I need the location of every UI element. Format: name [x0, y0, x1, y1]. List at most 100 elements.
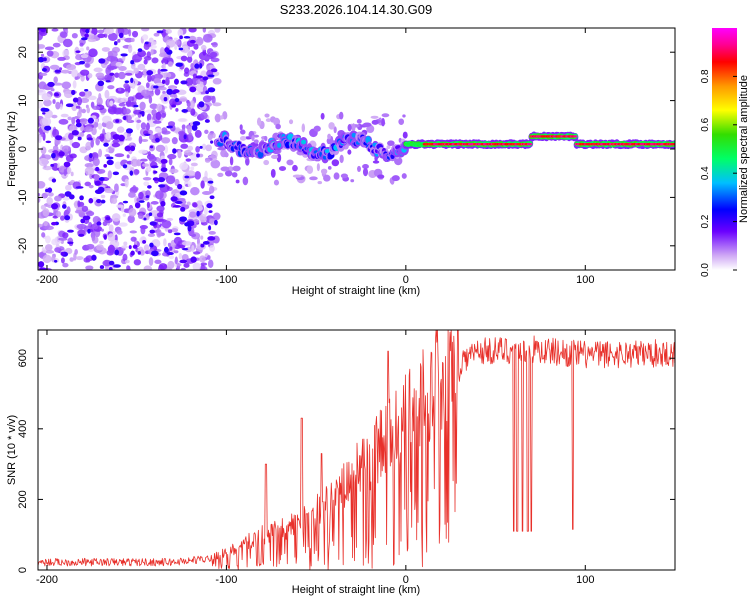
heatmap-cell	[124, 145, 132, 152]
heatmap-cell	[54, 69, 62, 73]
heatmap-cell	[67, 241, 74, 245]
heatmap-cell	[172, 205, 181, 208]
heatmap-cell	[204, 158, 211, 163]
heatmap-cell	[81, 205, 89, 212]
heatmap-cell	[51, 203, 59, 210]
heatmap-cell	[52, 42, 61, 48]
heatmap-cell	[122, 253, 128, 262]
heatmap-cell	[38, 44, 46, 49]
heatmap-cell	[190, 162, 198, 167]
heatmap-cell	[362, 167, 369, 177]
heatmap-cell	[99, 133, 105, 142]
heatmap-cell	[162, 57, 169, 61]
heatmap-cell	[201, 221, 208, 226]
heatmap-cell	[207, 259, 214, 268]
heatmap-cell	[118, 71, 126, 80]
heatmap-cell	[131, 114, 135, 118]
heatmap-cell	[71, 116, 76, 125]
heatmap-cell	[179, 259, 188, 264]
heatmap-cell	[140, 158, 148, 162]
heatmap-cell	[112, 171, 120, 176]
heatmap-cell	[316, 163, 320, 172]
heatmap-cell	[38, 223, 43, 228]
heatmap-cell	[167, 153, 177, 160]
heatmap-cell	[202, 33, 213, 43]
heatmap-cell	[573, 135, 578, 138]
heatmap-cell	[163, 96, 168, 102]
heatmap-cell	[175, 40, 181, 46]
heatmap-cell	[60, 251, 65, 256]
heatmap-cell	[177, 28, 184, 37]
heatmap-cell	[74, 209, 84, 214]
heatmap-cell	[53, 76, 58, 84]
heatmap-cell	[143, 181, 150, 187]
heatmap-cell	[77, 136, 82, 141]
heatmap-cell	[183, 262, 190, 268]
heatmap-cell	[90, 138, 94, 148]
snr-ytick-label: 600	[17, 349, 29, 367]
heatmap-cell	[133, 104, 139, 108]
heatmap-cell	[245, 157, 250, 166]
heatmap-cell	[313, 125, 321, 132]
heatmap-cell	[199, 216, 207, 223]
heatmap-cell	[70, 171, 74, 177]
heatmap-cell	[150, 165, 159, 169]
heatmap-cell	[93, 67, 103, 73]
heatmap-cell	[189, 100, 195, 109]
heatmap-cell	[320, 168, 328, 175]
heatmap-cell	[88, 95, 97, 101]
heatmap-cell	[38, 56, 45, 63]
heatmap-cell	[88, 184, 94, 189]
heatmap-cell	[192, 121, 201, 126]
heatmap-cell	[76, 223, 87, 230]
heatmap-cell	[143, 244, 150, 252]
heatmap-cell	[84, 89, 89, 92]
heatmap-cell	[231, 172, 238, 178]
heatmap-cell	[98, 177, 105, 181]
heatmap-cell	[150, 48, 154, 56]
heatmap-cell	[161, 219, 172, 229]
heatmap-cell	[97, 122, 103, 130]
heatmap-cell	[123, 132, 128, 137]
heatmap-cell	[44, 244, 53, 251]
heatmap-cell	[199, 80, 204, 88]
heatmap-cell	[117, 38, 121, 43]
heatmap-cell	[123, 115, 127, 120]
heatmap-cell	[81, 37, 88, 41]
heatmap-cell	[180, 80, 188, 85]
heatmap-cell	[106, 156, 114, 160]
heatmap-cell	[191, 124, 198, 131]
heatmap-cell	[149, 145, 154, 149]
heatmap-cell	[96, 244, 104, 251]
heatmap-cell	[130, 37, 135, 43]
heatmap-cell	[175, 108, 179, 112]
heatmap-cell	[54, 259, 58, 263]
heatmap-cell	[85, 258, 91, 263]
heatmap-cell	[63, 168, 67, 177]
spectrogram-xtick-label: 0	[403, 274, 409, 286]
heatmap-cell	[157, 177, 166, 183]
heatmap-cell	[214, 113, 221, 123]
heatmap-cell	[124, 72, 133, 76]
heatmap-cell	[193, 219, 200, 224]
heatmap-cell	[239, 124, 243, 131]
heatmap-cell	[124, 80, 130, 84]
heatmap-cell	[198, 265, 208, 270]
heatmap-cell	[38, 134, 42, 143]
heatmap-cell	[74, 76, 79, 81]
heatmap-cell	[99, 240, 104, 245]
heatmap-cell	[130, 145, 136, 152]
heatmap-cell	[122, 200, 129, 204]
heatmap-cell	[170, 196, 178, 202]
heatmap-cell	[204, 206, 208, 216]
heatmap-cell	[133, 67, 139, 74]
heatmap-cell	[71, 141, 81, 149]
heatmap-cell	[161, 79, 166, 85]
heatmap-cell	[46, 50, 54, 57]
heatmap-cell	[142, 68, 148, 76]
heatmap-cell	[217, 146, 227, 151]
heatmap-cell	[95, 166, 100, 172]
heatmap-cell	[166, 125, 174, 129]
heatmap-cell	[158, 263, 168, 270]
heatmap-cell	[148, 155, 157, 162]
